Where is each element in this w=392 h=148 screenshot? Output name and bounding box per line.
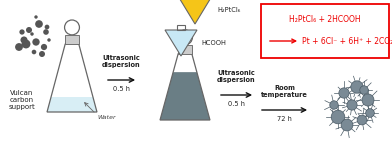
Circle shape [366, 109, 374, 117]
Circle shape [360, 86, 368, 94]
Text: 0.5 h: 0.5 h [228, 101, 245, 107]
Circle shape [45, 25, 49, 29]
Circle shape [32, 50, 36, 54]
FancyBboxPatch shape [261, 4, 389, 58]
Circle shape [47, 38, 51, 42]
Polygon shape [47, 97, 97, 112]
Circle shape [30, 32, 34, 36]
Circle shape [19, 29, 25, 35]
Text: H₂PtCl₆ + 2HCOOH: H₂PtCl₆ + 2HCOOH [289, 15, 361, 24]
Text: 0.5 h: 0.5 h [113, 86, 130, 92]
Circle shape [351, 81, 363, 93]
Text: Ultrasonic
dispersion: Ultrasonic dispersion [102, 55, 141, 68]
Text: Water: Water [97, 115, 116, 120]
Circle shape [331, 110, 345, 124]
Polygon shape [165, 30, 197, 56]
Polygon shape [178, 0, 212, 24]
Circle shape [43, 29, 49, 35]
Text: Room
temperature: Room temperature [261, 85, 308, 98]
Text: Pt + 6Cl⁻ + 6H⁺ + 2CO₂: Pt + 6Cl⁻ + 6H⁺ + 2CO₂ [302, 37, 392, 45]
Circle shape [34, 15, 38, 19]
Circle shape [362, 94, 374, 106]
Circle shape [341, 119, 353, 131]
Circle shape [357, 115, 367, 125]
Text: Vulcan
carbon
support: Vulcan carbon support [9, 90, 35, 110]
Polygon shape [160, 72, 210, 120]
Circle shape [339, 88, 349, 98]
Circle shape [15, 43, 23, 51]
Circle shape [26, 27, 32, 33]
Text: HCOOH: HCOOH [201, 40, 226, 46]
Bar [178, 45, 192, 54]
Text: Ultrasonic
dispersion: Ultrasonic dispersion [217, 70, 256, 83]
Circle shape [39, 51, 45, 57]
Circle shape [22, 40, 31, 48]
Circle shape [20, 36, 27, 44]
Bar [65, 35, 79, 44]
Text: 72 h: 72 h [277, 116, 292, 122]
Circle shape [35, 20, 43, 28]
Bar [178, 25, 185, 30]
Circle shape [32, 38, 40, 46]
Circle shape [41, 44, 47, 50]
Circle shape [347, 100, 357, 110]
Text: H₂PtCl₆: H₂PtCl₆ [217, 7, 240, 13]
Circle shape [330, 101, 338, 109]
